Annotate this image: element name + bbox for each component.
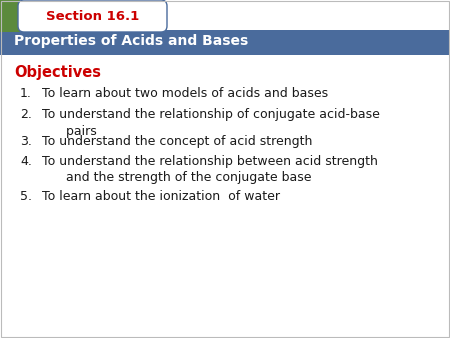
Text: 4.: 4. (20, 155, 32, 168)
Text: To understand the relationship of conjugate acid-base
      pairs: To understand the relationship of conjug… (42, 108, 380, 138)
Text: 1.: 1. (20, 87, 32, 100)
Text: 2.: 2. (20, 108, 32, 121)
Text: To understand the relationship between acid strength
      and the strength of t: To understand the relationship between a… (42, 155, 378, 185)
Text: 3.: 3. (20, 135, 32, 148)
Text: Objectives: Objectives (14, 65, 101, 80)
Text: To learn about the ionization  of water: To learn about the ionization of water (42, 190, 280, 203)
Text: To learn about two models of acids and bases: To learn about two models of acids and b… (42, 87, 328, 100)
Text: Section 16.1: Section 16.1 (46, 9, 139, 23)
Text: To understand the concept of acid strength: To understand the concept of acid streng… (42, 135, 312, 148)
Bar (0, 0, 20, 32)
Text: 5.: 5. (20, 190, 32, 203)
Bar (0, 30, 450, 55)
FancyBboxPatch shape (18, 0, 167, 32)
Text: Properties of Acids and Bases: Properties of Acids and Bases (14, 34, 248, 48)
